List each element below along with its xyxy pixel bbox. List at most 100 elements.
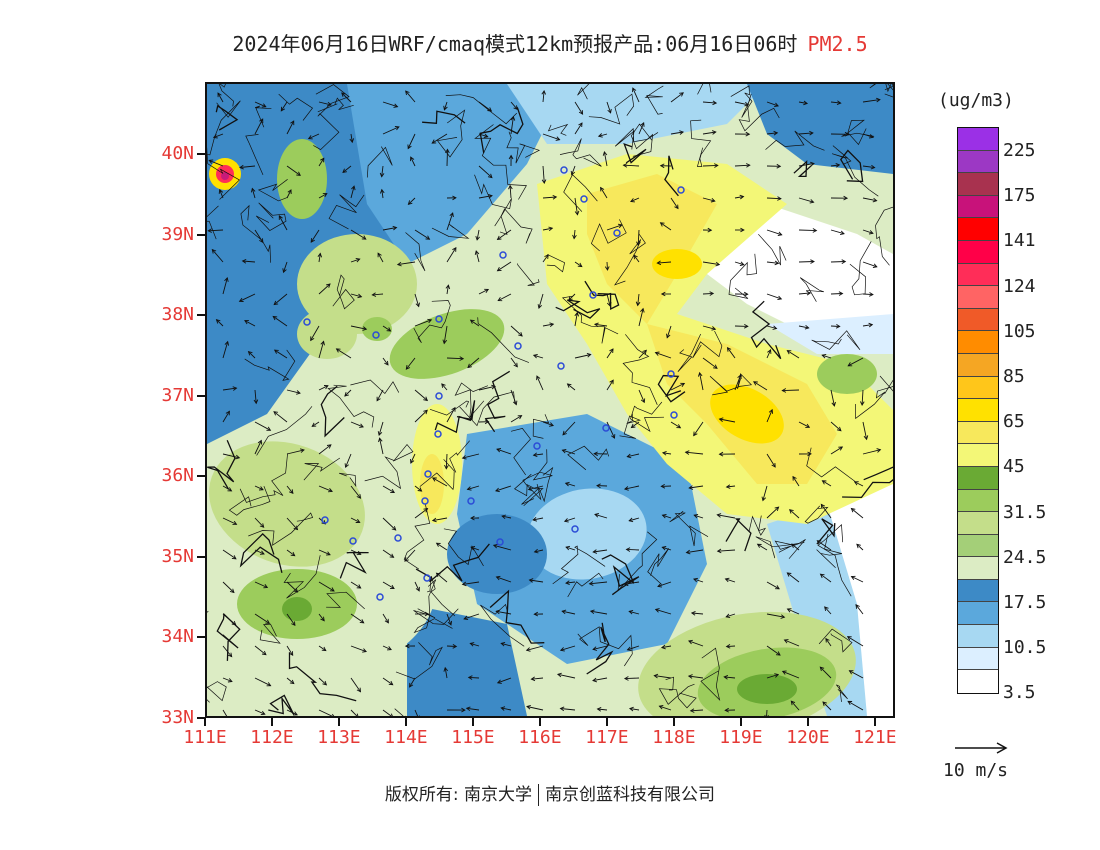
admin-border bbox=[422, 110, 466, 124]
wind-arrow bbox=[686, 549, 704, 554]
wind-arrow bbox=[501, 707, 512, 711]
wind-arrow bbox=[414, 508, 428, 519]
wind-arrow-head bbox=[207, 228, 212, 233]
wind-arrow bbox=[594, 513, 608, 519]
wind-arrow-head bbox=[825, 637, 830, 643]
wind-arrow bbox=[726, 645, 736, 648]
wind-arrow bbox=[510, 325, 523, 337]
yellow-core bbox=[587, 174, 717, 324]
wind-arrow bbox=[414, 581, 420, 592]
colorbar-bin bbox=[958, 647, 998, 671]
wind-arrow bbox=[691, 612, 704, 615]
wind-arrow bbox=[478, 133, 488, 138]
yellow-strip bbox=[420, 454, 444, 514]
wind-arrow-head bbox=[544, 254, 549, 259]
wind-arrow-head bbox=[500, 641, 506, 647]
wind-arrow-head bbox=[835, 162, 841, 168]
wind-arrow-head bbox=[497, 297, 503, 302]
wind-arrow-head bbox=[469, 642, 475, 647]
green-edge bbox=[817, 354, 877, 394]
wind-arrow-head bbox=[556, 672, 562, 678]
wind-arrow bbox=[637, 293, 640, 306]
wind-arrow bbox=[657, 581, 672, 587]
wind-arrow bbox=[526, 706, 544, 711]
wind-arrow-head bbox=[821, 480, 827, 485]
admin-border bbox=[709, 373, 753, 396]
wind-arrow bbox=[542, 133, 560, 141]
wind-arrow-head bbox=[488, 193, 493, 199]
wind-arrow bbox=[830, 261, 846, 263]
wind-arrow-head bbox=[261, 103, 267, 108]
wind-arrow bbox=[626, 548, 640, 551]
wind-arrow-head bbox=[847, 362, 853, 367]
admin-border bbox=[730, 85, 753, 118]
wind-arrow-head bbox=[280, 106, 286, 112]
wind-arrow-head bbox=[258, 486, 264, 491]
wind-arrow bbox=[574, 197, 578, 215]
wind-arrow bbox=[377, 252, 384, 263]
wind-arrow bbox=[463, 613, 480, 620]
wind-arrow bbox=[734, 261, 744, 266]
admin-border bbox=[216, 612, 241, 661]
admin-border bbox=[517, 263, 540, 286]
admin-border bbox=[799, 277, 825, 302]
wind-arrow bbox=[757, 543, 768, 551]
wind-arrow-head bbox=[259, 118, 264, 124]
wind-arrow bbox=[670, 131, 684, 135]
wind-arrow-head bbox=[389, 553, 395, 558]
wind-arrow bbox=[862, 324, 873, 327]
wind-arrow bbox=[466, 707, 480, 711]
wind-arrow-head bbox=[835, 324, 841, 329]
wind-arrow-head bbox=[272, 315, 278, 321]
wind-arrow bbox=[670, 382, 685, 391]
wind-arrow-head bbox=[361, 235, 367, 240]
wind-arrow-head bbox=[452, 247, 457, 252]
wind-arrow bbox=[432, 477, 448, 487]
wind-arrow bbox=[286, 677, 295, 684]
wind-arrow-head bbox=[518, 332, 523, 337]
colorbar-label: 141 bbox=[1003, 230, 1036, 252]
wind-arrow bbox=[862, 99, 880, 103]
admin-border bbox=[586, 622, 614, 675]
wind-arrow-head bbox=[739, 261, 745, 266]
wind-arrow-head bbox=[495, 575, 501, 581]
admin-border bbox=[588, 93, 635, 125]
wind-arrow bbox=[699, 372, 704, 391]
wind-arrow-head bbox=[384, 618, 389, 624]
wind-arrow-head bbox=[415, 586, 420, 592]
wind-arrow bbox=[381, 189, 384, 199]
wind-arrow bbox=[655, 352, 672, 359]
wind-arrow bbox=[350, 293, 362, 298]
wind-arrow-head bbox=[804, 324, 810, 330]
wind-arrow bbox=[562, 421, 576, 436]
wind-arrow bbox=[798, 229, 817, 232]
wind-arrow-head bbox=[563, 518, 569, 523]
wind-arrow-head bbox=[510, 115, 516, 121]
admin-border bbox=[690, 119, 712, 167]
wind-arrow bbox=[851, 576, 864, 583]
wind-arrow-head bbox=[227, 487, 233, 492]
wind-arrow bbox=[629, 708, 640, 711]
wind-arrow-head bbox=[322, 680, 328, 686]
wind-arrow bbox=[822, 480, 832, 487]
admin-border bbox=[364, 443, 414, 490]
wind-arrow-head bbox=[215, 319, 221, 324]
wind-arrow bbox=[787, 350, 800, 359]
wind-arrow bbox=[341, 92, 352, 103]
admin-border bbox=[658, 683, 697, 709]
wind-arrow-head bbox=[711, 130, 717, 135]
wind-arrow bbox=[633, 254, 640, 263]
wind-arrow bbox=[766, 645, 781, 656]
wind-arrow bbox=[382, 227, 397, 231]
wind-arrow bbox=[510, 389, 517, 405]
wind-arrow-head bbox=[674, 204, 679, 210]
wind-arrow bbox=[717, 549, 736, 552]
wind-arrow-head bbox=[391, 526, 397, 531]
wind-arrow bbox=[560, 708, 576, 711]
lat-tick-mark bbox=[197, 153, 205, 156]
wind-arrow bbox=[560, 645, 576, 651]
colorbar-bin bbox=[958, 376, 998, 400]
wind-arrow-head bbox=[711, 326, 717, 331]
wind-arrow-head bbox=[227, 652, 233, 658]
wind-arrow-head bbox=[344, 391, 349, 397]
